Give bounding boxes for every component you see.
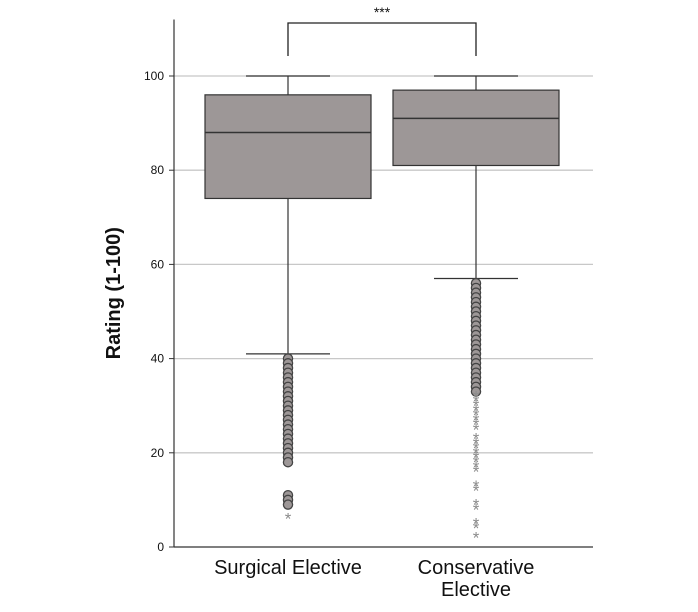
y-tick-label: 20 (151, 446, 165, 460)
significance-label: *** (374, 4, 391, 20)
y-tick-label: 60 (151, 257, 165, 271)
extreme-point: * (473, 397, 480, 416)
y-axis-label: Rating (1-100) (103, 227, 125, 359)
extreme-point: * (285, 510, 292, 529)
outlier-point (470, 386, 482, 397)
extreme-point: * (473, 481, 480, 500)
x-tick-label: Conservative (418, 557, 535, 579)
extreme-point: * (473, 406, 480, 425)
y-tick-label: 80 (151, 163, 165, 177)
outlier-point (282, 499, 294, 510)
extreme-point: * (473, 420, 480, 439)
extreme-point: * (473, 453, 480, 472)
extreme-point: * (473, 430, 480, 449)
x-tick-label: Surgical Elective (214, 557, 362, 579)
extreme-point: * (473, 401, 480, 420)
axis-labels: Rating (1-100) 0 20 40 60 80 100 Surgical Elec… (103, 69, 534, 601)
extreme-point: * (473, 463, 480, 482)
extreme-point: * (473, 411, 480, 430)
extreme-point: * (473, 416, 480, 435)
significance-line (287, 22, 477, 56)
extreme-point: * (473, 500, 480, 519)
y-tick-label: 0 (157, 540, 164, 554)
extreme-point: * (473, 514, 480, 533)
extreme-point: * (473, 496, 480, 515)
outlier-point (282, 456, 294, 468)
extreme-point: * (473, 458, 480, 477)
extreme-point: * (473, 449, 480, 468)
y-tick-label: 40 (151, 352, 165, 366)
extreme-point: * (473, 444, 480, 463)
y-tick-label: 100 (144, 69, 164, 83)
extreme-point: * (473, 392, 480, 411)
box (204, 94, 372, 200)
extreme-point: * (473, 477, 480, 496)
boxes (204, 75, 560, 355)
x-tick-label: Elective (441, 579, 511, 601)
extreme-point: * (473, 519, 480, 538)
box (392, 89, 560, 167)
extreme-point: * (473, 529, 480, 548)
extreme-point: * (473, 434, 480, 453)
outlier-points: ************************ (282, 277, 482, 548)
extreme-point: * (473, 387, 480, 406)
significance-bracket: *** (287, 4, 477, 56)
extreme-point: * (473, 439, 480, 458)
axes (169, 19, 593, 548)
